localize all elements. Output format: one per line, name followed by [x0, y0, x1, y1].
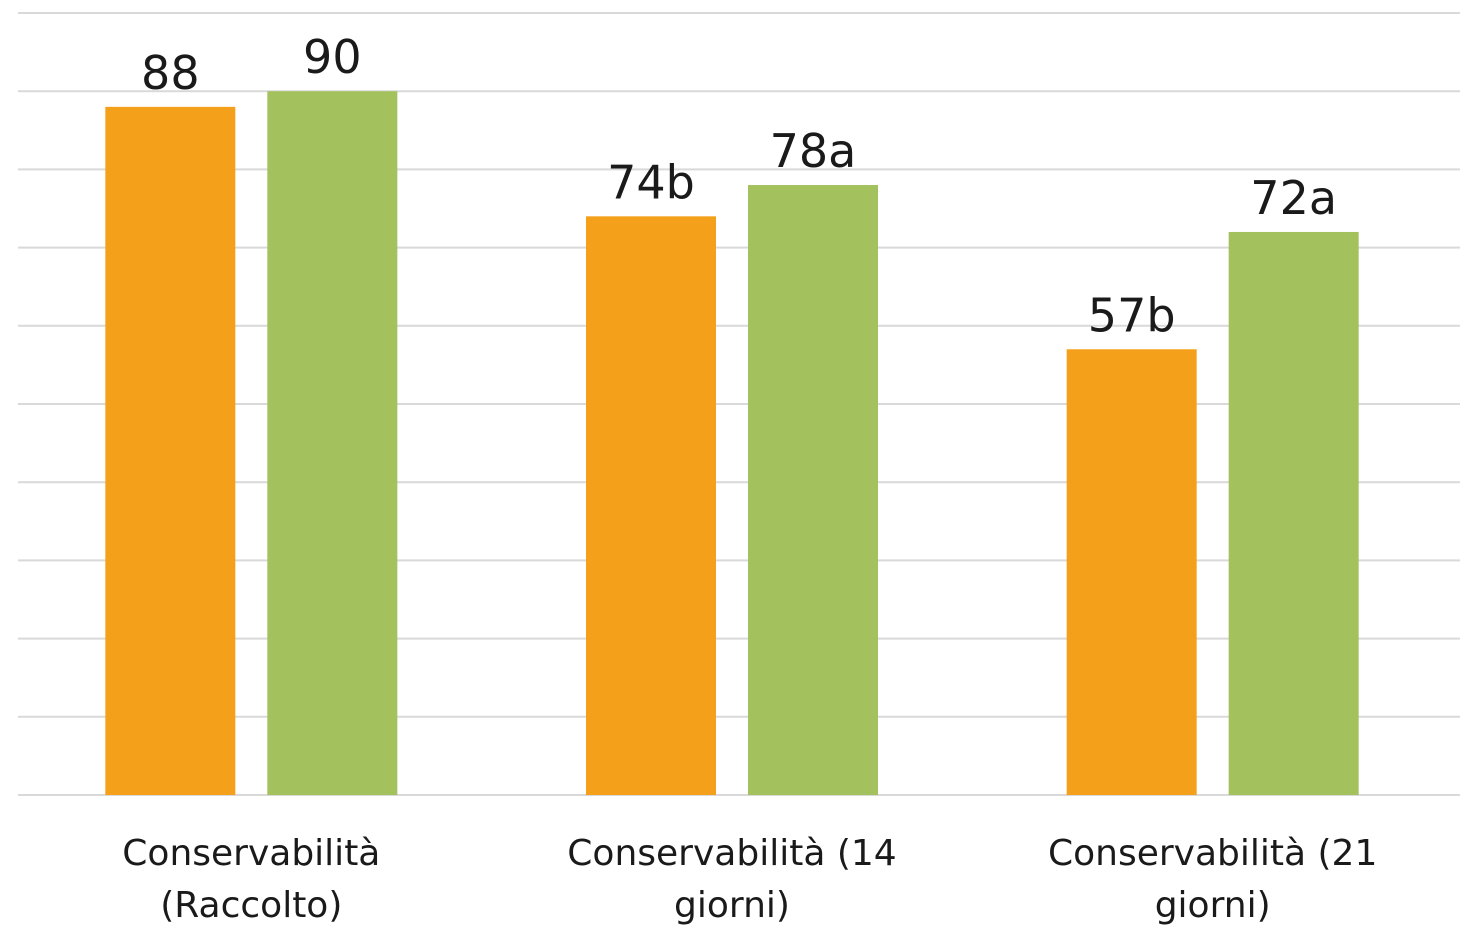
bar-series-2-category-3: [1228, 231, 1359, 795]
gridlines: [18, 12, 1460, 796]
category-label: giorni): [674, 885, 790, 926]
bar-series-2-category-2: [748, 185, 878, 796]
bar-series-1-category-2: [586, 216, 716, 795]
bar-series-1-category-3: [1066, 349, 1197, 795]
data-label: 74b: [607, 155, 695, 209]
category-label: Conservabilità: [122, 833, 380, 874]
data-label: 88: [141, 46, 200, 100]
bar-series-1-category-1: [105, 106, 236, 796]
bars: [105, 91, 1359, 796]
data-label: 72a: [1250, 171, 1337, 225]
bar-series-2-category-1: [267, 91, 398, 795]
category-label: (Raccolto): [160, 885, 342, 926]
category-label: giorni): [1155, 885, 1271, 926]
data-label: 90: [303, 30, 362, 84]
data-label: 78a: [770, 124, 857, 178]
data-label: 57b: [1088, 288, 1176, 342]
data-labels: 88 90 74b 78a 57b 72a: [141, 30, 1337, 342]
category-labels: Conservabilità (Raccolto) Conservabilità (…: [122, 833, 1377, 926]
category-label: Conservabilità (21: [1048, 833, 1377, 874]
category-label: Conservabilità (14: [567, 833, 896, 874]
